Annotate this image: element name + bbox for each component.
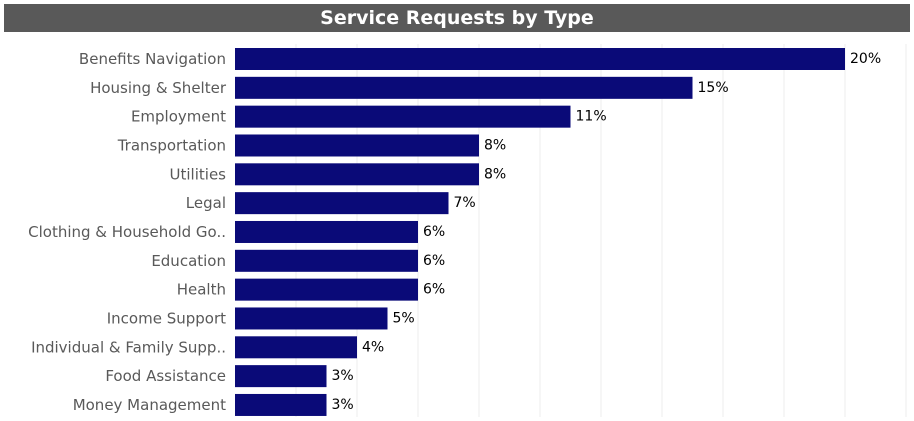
value-label: 8% xyxy=(484,166,506,182)
value-labels: 20% 15% 11% 8% 8% 7% 6% 6% 6% 5% 4% 3% 3% xyxy=(332,51,882,413)
bar xyxy=(235,163,479,186)
bar xyxy=(235,336,357,359)
bar xyxy=(235,278,418,301)
value-label: 5% xyxy=(393,310,415,326)
bar xyxy=(235,365,327,388)
value-label: 20% xyxy=(850,51,881,67)
category-label: Clothing & Household Go.. xyxy=(28,223,226,241)
category-label: Health xyxy=(177,281,226,299)
category-label: Housing & Shelter xyxy=(90,79,227,97)
category-labels: Benefits Navigation Housing & Shelter Empl… xyxy=(28,50,227,414)
value-label: 6% xyxy=(423,224,445,240)
category-label: Education xyxy=(151,252,226,270)
value-label: 6% xyxy=(423,253,445,269)
bar xyxy=(235,249,418,272)
bars xyxy=(235,48,845,416)
category-label: Individual & Family Supp.. xyxy=(31,338,226,356)
bar xyxy=(235,393,327,416)
category-label: Income Support xyxy=(107,309,226,327)
bar xyxy=(235,220,418,243)
category-label: Legal xyxy=(186,194,226,212)
value-label: 11% xyxy=(576,109,607,125)
category-label: Transportation xyxy=(117,136,226,154)
value-label: 3% xyxy=(332,368,354,384)
category-label: Benefits Navigation xyxy=(79,50,226,68)
category-label: Employment xyxy=(131,108,226,126)
bar xyxy=(235,134,479,157)
value-label: 6% xyxy=(423,282,445,298)
bar xyxy=(235,192,449,215)
bar xyxy=(235,307,388,330)
value-label: 8% xyxy=(484,137,506,153)
value-label: 3% xyxy=(332,397,354,413)
value-label: 7% xyxy=(454,195,476,211)
bar xyxy=(235,76,693,99)
value-label: 4% xyxy=(362,339,384,355)
bar xyxy=(235,105,571,128)
bar xyxy=(235,48,845,70)
category-label: Utilities xyxy=(170,165,227,183)
category-label: Money Management xyxy=(73,396,226,414)
value-label: 15% xyxy=(698,80,729,96)
category-label: Food Assistance xyxy=(105,367,226,385)
chart-title: Service Requests by Type xyxy=(4,4,910,32)
